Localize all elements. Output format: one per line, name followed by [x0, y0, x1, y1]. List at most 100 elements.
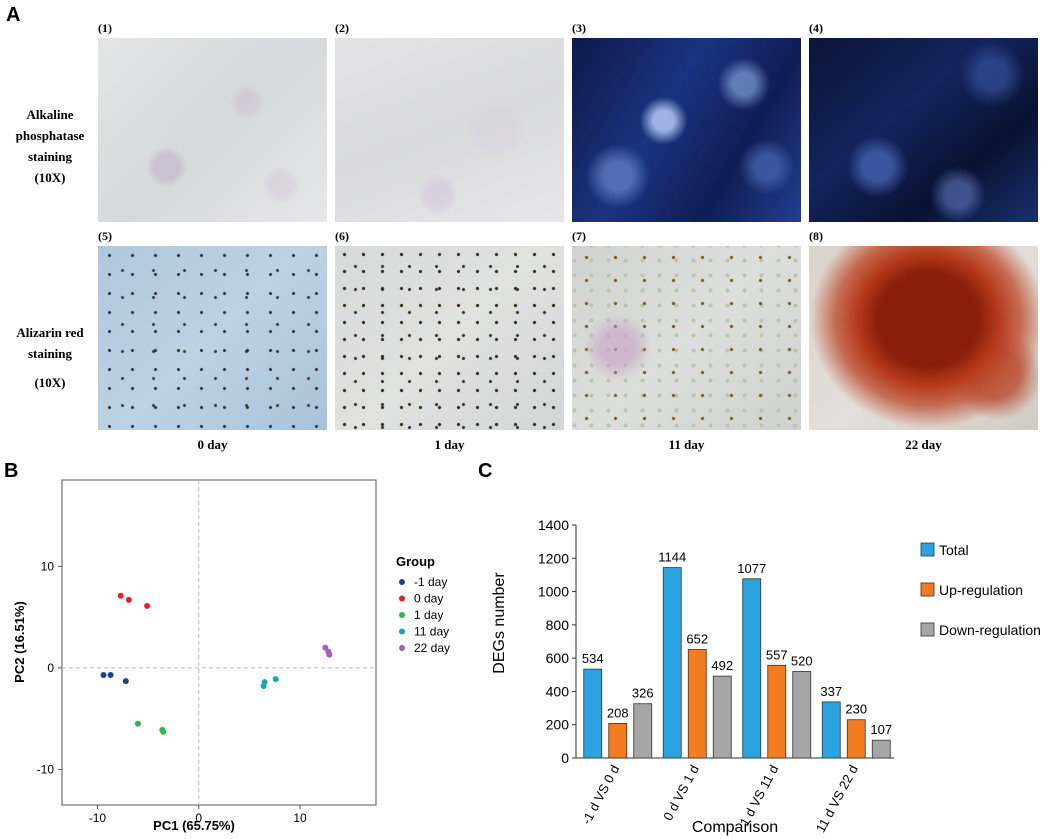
bar-up-regulation-0: [608, 722, 628, 759]
panel-b-letter: B: [4, 460, 19, 482]
alp-label-line4: (10X): [34, 170, 66, 185]
bar-legend-entry: Total: [939, 542, 969, 558]
bar-down-regulation-3: [871, 739, 891, 759]
alizarin-red-image-3: [572, 246, 801, 430]
bar-y-tick-label: 0: [561, 750, 569, 766]
alizarin-red-image-4: [809, 246, 1038, 430]
bar-value-label: 208: [607, 705, 629, 720]
pca-legend-marker: [399, 612, 405, 618]
bar-total-0: [583, 668, 603, 759]
bar-down-regulation-0: [633, 703, 653, 759]
alkaline-phosphatase-image-1: [98, 38, 327, 222]
bar-total-2: [742, 578, 762, 759]
day-label-3: 22 day: [905, 437, 942, 452]
bar-y-axis-label: DEGs number: [491, 572, 508, 674]
pca-point-1day: [160, 728, 167, 735]
alkaline-phosphatase-image-3: [572, 38, 801, 222]
bar-up-regulation-3: [846, 719, 866, 759]
bar-legend-swatch: [920, 542, 935, 557]
alp-label-line3: staining: [27, 149, 73, 164]
bar-total-1: [662, 567, 682, 759]
pca-point-1day: [134, 720, 141, 727]
pca-x-axis-label: PC1 (65.75%): [153, 818, 235, 833]
image-number-label-3: (3): [572, 21, 586, 35]
pca-legend-marker: [399, 645, 405, 651]
pca-point-22day: [326, 651, 333, 658]
pca-y-tick-label: 0: [47, 661, 54, 675]
bar-value-label: 1144: [658, 550, 686, 565]
pca-point-0day: [125, 596, 132, 603]
pca-legend-entry: 1 day: [414, 608, 443, 622]
pca-point-0day: [117, 592, 124, 599]
bar-value-label: 534: [582, 651, 604, 666]
pca-legend-entry: -1 day: [414, 575, 447, 589]
alkaline-phosphatase-image-2: [335, 38, 564, 222]
pca-x-tick-label: 10: [293, 811, 307, 825]
pca-scatter-chart: -10 0 10 -10 0 10 PC1 (65.75%) PC2 (16.51%) G…: [12, 479, 450, 833]
pca-legend-entry: 0 day: [414, 592, 443, 606]
bar-value-label: 520: [791, 653, 813, 668]
bar-down-regulation-1: [712, 675, 732, 759]
alizarin-red-image-1: [98, 246, 327, 430]
bar-down-regulation-2: [792, 671, 812, 759]
alizarin-red-image-2: [335, 246, 564, 430]
pca-point-0day: [144, 602, 151, 609]
pca-y-tick-label: -10: [37, 762, 55, 776]
ars-label-line3: (10X): [34, 375, 66, 390]
bar-category-label: 0 d VS 1 d: [660, 762, 702, 823]
day-label-1: 1 day: [434, 437, 465, 452]
bar-category-label: 11 d VS 22 d: [813, 762, 861, 835]
alkaline-phosphatase-image-4: [809, 38, 1038, 222]
pca-y-tick-label: 10: [41, 559, 55, 573]
pca-x-tick-label: 0: [195, 811, 202, 825]
pca-legend-entry: 22 day: [414, 641, 450, 655]
bar-y-tick-label: 1000: [538, 584, 569, 600]
bar-category-label: -1 d VS 0 d: [579, 762, 623, 826]
image-number-label-8: (8): [809, 229, 823, 243]
image-number-label-7: (7): [572, 229, 586, 243]
bar-value-label: 337: [820, 684, 842, 699]
alp-label-line1: Alkaline: [26, 107, 74, 122]
bar-total-3: [821, 701, 841, 759]
bar-y-tick-label: 400: [546, 683, 570, 699]
bar-legend-entry: Up-regulation: [939, 582, 1023, 598]
alp-label-line2: phosphatase: [15, 128, 85, 143]
day-label-2: 11 day: [668, 437, 705, 452]
pca-plot-frame: [61, 479, 377, 806]
bar-value-label: 230: [845, 702, 867, 717]
panel-a-letter: A: [6, 4, 21, 26]
ars-label-line2: staining: [27, 346, 73, 361]
bar-legend-swatch: [920, 582, 935, 597]
bar-value-label: 492: [711, 658, 733, 673]
bar-value-label: 557: [766, 647, 788, 662]
bar-y-tick-label: 800: [546, 617, 570, 633]
bar-legend-entry: Down-regulation: [939, 622, 1041, 638]
image-number-label-6: (6): [335, 229, 349, 243]
pca-legend-marker: [399, 595, 405, 602]
bar-up-regulation-1: [687, 649, 707, 759]
bar-value-label: 1077: [737, 561, 766, 576]
pca-legend-marker: [399, 579, 405, 585]
bar-y-tick-label: 600: [546, 650, 570, 666]
pca-point-minus1day: [100, 672, 107, 678]
image-number-label-5: (5): [98, 229, 112, 243]
image-number-label-1: (1): [98, 21, 112, 35]
bar-y-tick-label: 1400: [538, 517, 569, 533]
bar-value-label: 107: [870, 722, 892, 737]
bar-y-tick-label: 1200: [538, 550, 569, 566]
pca-legend-entry: 11 day: [414, 625, 449, 639]
bar-legend-swatch: [920, 622, 935, 637]
ars-label-line1: Alizarin red: [16, 325, 84, 340]
bar-y-tick-label: 200: [546, 717, 570, 733]
image-number-label-2: (2): [335, 21, 349, 35]
pca-point-11day: [272, 676, 279, 683]
day-label-0: 0 day: [197, 437, 228, 452]
panel-c-letter: C: [478, 460, 493, 482]
pca-x-tick-label: -10: [89, 811, 107, 825]
image-number-label-4: (4): [809, 21, 823, 35]
ars-row-label: Alizarin red staining (10X): [6, 322, 94, 393]
pca-legend-marker: [399, 628, 405, 635]
pca-point-minus1day: [107, 672, 114, 678]
bar-value-label: 326: [632, 686, 654, 701]
pca-point-minus1day: [122, 678, 129, 685]
